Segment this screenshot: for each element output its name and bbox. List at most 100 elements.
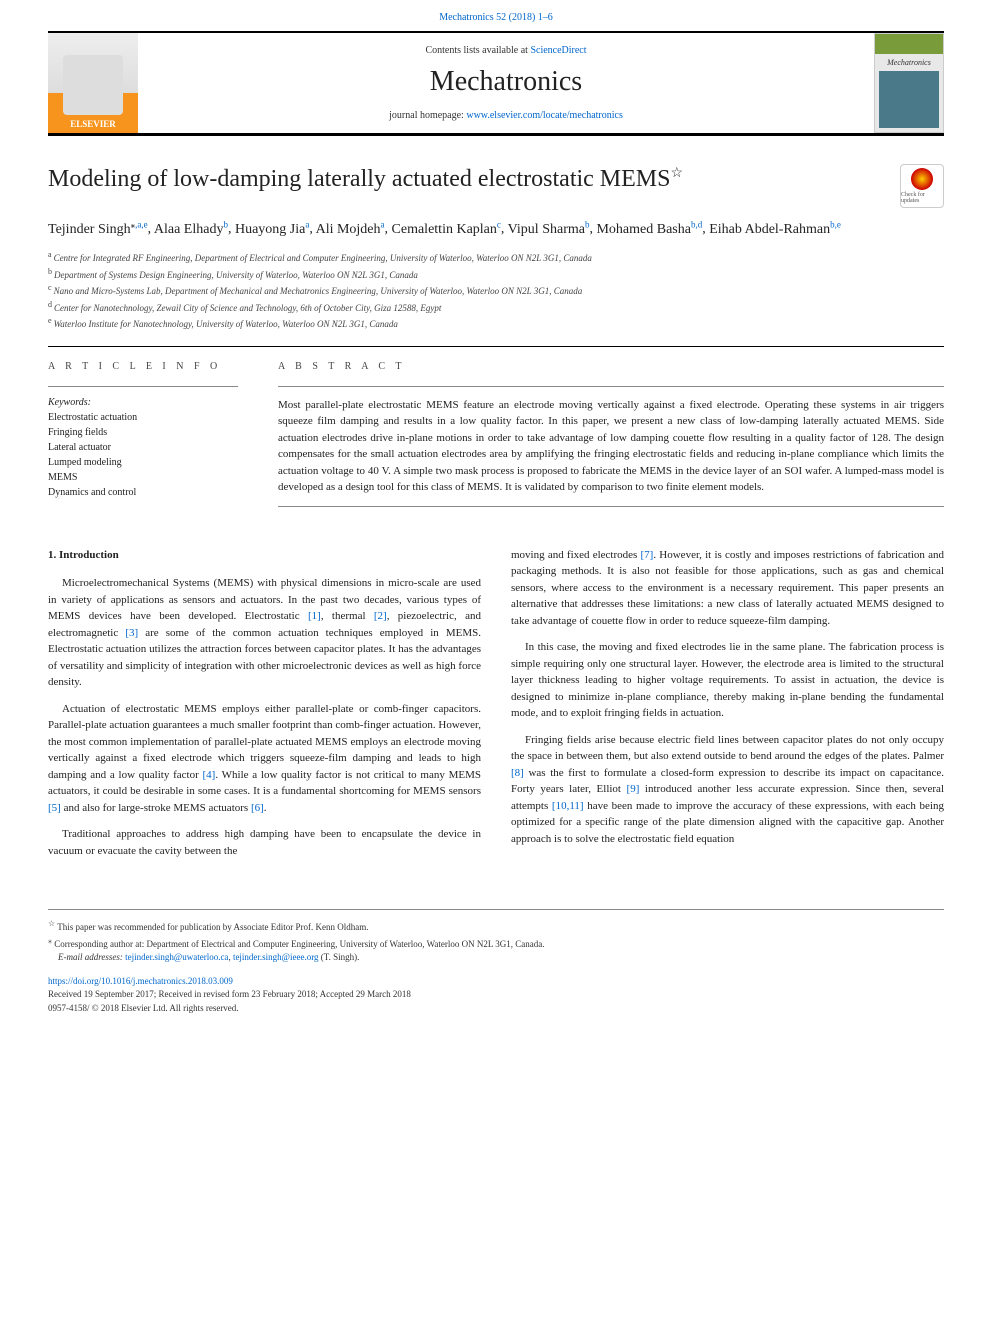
- cover-image: [879, 71, 939, 128]
- author-mark: b,e: [830, 219, 841, 229]
- author: Tejinder Singh⁎,a,e: [48, 222, 148, 237]
- footnote: ☆ This paper was recommended for publica…: [48, 918, 944, 935]
- section-heading: 1. Introduction: [48, 547, 481, 564]
- journal-banner-center: Contents lists available at ScienceDirec…: [138, 33, 874, 133]
- author-name: Alaa Elhady: [154, 222, 224, 237]
- citation-link[interactable]: [2]: [374, 610, 387, 622]
- footnote-text: This paper was recommended for publicati…: [57, 922, 368, 932]
- body-columns: 1. Introduction Microelectromechanical S…: [48, 547, 944, 870]
- text-run: , thermal: [321, 610, 374, 622]
- cover-title: Mechatronics: [879, 58, 939, 67]
- author: Alaa Elhadyb: [154, 222, 228, 237]
- article-title-text: Modeling of low-damping laterally actuat…: [48, 166, 671, 192]
- footer-meta: https://doi.org/10.1016/j.mechatronics.2…: [48, 975, 944, 1016]
- title-footnote-mark: ☆: [671, 166, 684, 181]
- affiliation: eWaterloo Institute for Nanotechnology, …: [48, 315, 944, 332]
- author-mark: b,d: [691, 219, 702, 229]
- crossmark-text: Check for updates: [901, 192, 943, 204]
- journal-cover-thumbnail[interactable]: Mechatronics: [874, 33, 944, 133]
- info-abstract-row: A R T I C L E I N F O Keywords: Electros…: [48, 361, 944, 507]
- sciencedirect-link[interactable]: ScienceDirect: [530, 45, 586, 56]
- keyword: Fringing fields: [48, 425, 238, 440]
- keyword: Dynamics and control: [48, 485, 238, 500]
- body-column-left: 1. Introduction Microelectromechanical S…: [48, 547, 481, 870]
- author: Mohamed Bashab,d: [596, 222, 702, 237]
- citation-link[interactable]: [9]: [627, 783, 640, 795]
- aff-label: b: [48, 267, 52, 276]
- citation-link[interactable]: [1]: [308, 610, 321, 622]
- title-row: Modeling of low-damping laterally actuat…: [48, 164, 944, 208]
- keywords-label: Keywords:: [48, 397, 238, 408]
- citation-link[interactable]: [10,11]: [552, 800, 584, 812]
- author-name: Eihab Abdel-Rahman: [709, 222, 830, 237]
- author: Eihab Abdel-Rahmanb,e: [709, 222, 841, 237]
- affiliation: aCentre for Integrated RF Engineering, D…: [48, 249, 944, 266]
- citation-link[interactable]: [5]: [48, 802, 61, 814]
- affiliation: bDepartment of Systems Design Engineerin…: [48, 266, 944, 283]
- paragraph: Microelectromechanical Systems (MEMS) wi…: [48, 575, 481, 691]
- article-main: Modeling of low-damping laterally actuat…: [0, 136, 992, 869]
- author-name: Vipul Sharma: [508, 222, 585, 237]
- author-mark: b: [223, 219, 228, 229]
- footnote-mark: ☆: [48, 919, 55, 928]
- author: Huayong Jiaa: [235, 222, 309, 237]
- text-run: Fringing fields arise because electric f…: [511, 734, 944, 763]
- aff-text: Center for Nanotechnology, Zewail City o…: [54, 303, 441, 313]
- email-label: E-mail addresses:: [58, 952, 125, 962]
- email-link[interactable]: tejinder.singh@uwaterloo.ca: [125, 952, 228, 962]
- homepage-link[interactable]: www.elsevier.com/locate/mechatronics: [466, 110, 623, 121]
- divider: [48, 346, 944, 347]
- author-mark: ,a,e: [135, 219, 148, 229]
- author: Cemalettin Kaplanc: [392, 222, 501, 237]
- aff-label: c: [48, 283, 52, 292]
- paragraph: Fringing fields arise because electric f…: [511, 732, 944, 848]
- elsevier-logo-text: ELSEVIER: [70, 119, 116, 129]
- footnote-text: Corresponding author at: Department of E…: [54, 939, 544, 949]
- doi-link[interactable]: https://doi.org/10.1016/j.mechatronics.2…: [48, 976, 233, 986]
- keywords-list: Electrostatic actuation Fringing fields …: [48, 410, 238, 500]
- citation-link[interactable]: [8]: [511, 767, 524, 779]
- citation-link[interactable]: [3]: [125, 627, 138, 639]
- paragraph: Traditional approaches to address high d…: [48, 826, 481, 859]
- abstract-heading: A B S T R A C T: [278, 361, 944, 372]
- footnotes: ☆ This paper was recommended for publica…: [48, 909, 944, 965]
- email-link[interactable]: tejinder.singh@ieee.org: [233, 952, 319, 962]
- citation-link[interactable]: [6]: [251, 802, 264, 814]
- author: Vipul Sharmab: [508, 222, 590, 237]
- body-column-right: moving and fixed electrodes [7]. However…: [511, 547, 944, 870]
- aff-text: Nano and Micro-Systems Lab, Department o…: [54, 286, 583, 296]
- contents-line: Contents lists available at ScienceDirec…: [138, 45, 874, 56]
- paragraph: Actuation of electrostatic MEMS employs …: [48, 701, 481, 817]
- citation-link[interactable]: Mechatronics 52 (2018) 1–6: [439, 12, 553, 23]
- citation-link[interactable]: [4]: [203, 769, 216, 781]
- author-mark: b: [585, 219, 590, 229]
- contents-prefix: Contents lists available at: [425, 45, 530, 56]
- crossmark-icon: [911, 168, 933, 190]
- aff-label: d: [48, 300, 52, 309]
- affiliation: dCenter for Nanotechnology, Zewail City …: [48, 299, 944, 316]
- author-name: Tejinder Singh: [48, 222, 131, 237]
- article-title: Modeling of low-damping laterally actuat…: [48, 164, 683, 195]
- author-name: Ali Mojdeh: [316, 222, 381, 237]
- article-history: Received 19 September 2017; Received in …: [48, 988, 944, 1002]
- abstract: A B S T R A C T Most parallel-plate elec…: [278, 361, 944, 507]
- author-mark: a: [381, 219, 385, 229]
- elsevier-tree-icon: [63, 55, 123, 115]
- footnote-mark: ⁎: [48, 936, 52, 945]
- crossmark-badge[interactable]: Check for updates: [900, 164, 944, 208]
- homepage-line: journal homepage: www.elsevier.com/locat…: [138, 110, 874, 121]
- cover-stripe: [875, 34, 943, 54]
- journal-banner: ELSEVIER Contents lists available at Sci…: [48, 31, 944, 136]
- text-run: moving and fixed electrodes: [511, 549, 641, 561]
- homepage-prefix: journal homepage:: [389, 110, 466, 121]
- citation-link[interactable]: [7]: [641, 549, 654, 561]
- authors-list: Tejinder Singh⁎,a,e, Alaa Elhadyb, Huayo…: [48, 218, 944, 239]
- email-suffix: (T. Singh).: [319, 952, 360, 962]
- article-info-heading: A R T I C L E I N F O: [48, 361, 238, 372]
- aff-label: a: [48, 250, 52, 259]
- aff-text: Centre for Integrated RF Engineering, De…: [54, 253, 592, 263]
- journal-title: Mechatronics: [138, 66, 874, 98]
- elsevier-logo[interactable]: ELSEVIER: [48, 33, 138, 133]
- divider: [278, 386, 944, 387]
- article-info: A R T I C L E I N F O Keywords: Electros…: [48, 361, 238, 507]
